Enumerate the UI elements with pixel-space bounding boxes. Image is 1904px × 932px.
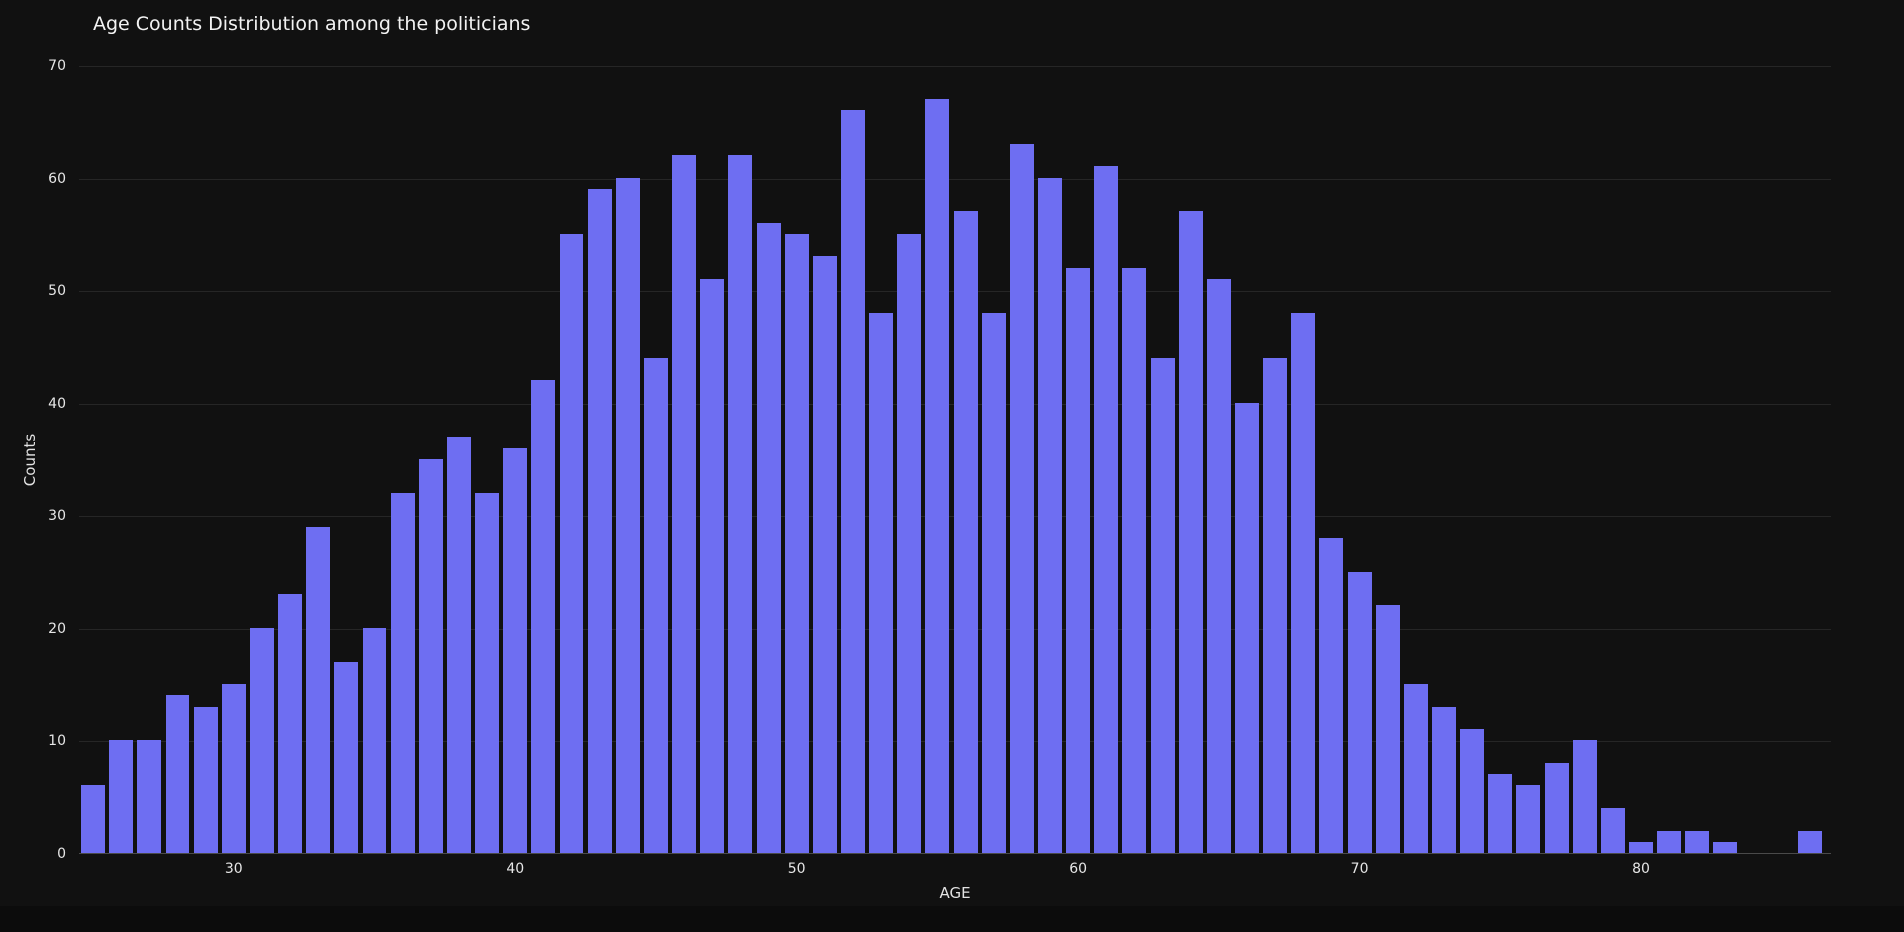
histogram-bar (1066, 267, 1091, 853)
histogram-bar (700, 278, 725, 853)
histogram-bar (897, 233, 922, 853)
histogram-bar (362, 627, 387, 853)
x-tick-label: 30 (224, 861, 243, 877)
histogram-bar (221, 684, 246, 853)
x-tick-label: 50 (787, 861, 806, 877)
histogram-bar (1009, 143, 1034, 853)
histogram-bar (165, 695, 190, 853)
histogram-bar (1319, 537, 1344, 853)
plot-area (79, 66, 1831, 854)
histogram-bar (1685, 830, 1710, 853)
histogram-bar (981, 312, 1006, 853)
histogram-bar (446, 436, 471, 853)
y-tick-label: 30 (48, 508, 66, 525)
histogram-bar (1403, 684, 1428, 853)
histogram-bar (587, 188, 612, 853)
histogram-bar (1291, 312, 1316, 853)
y-tick-label: 0 (57, 846, 66, 862)
x-tick-label: 80 (1632, 861, 1650, 877)
histogram-bar (249, 627, 274, 853)
x-tick-label: 40 (506, 861, 525, 877)
histogram-bar (1178, 211, 1203, 853)
histogram-bar (1094, 166, 1119, 853)
histogram-bar (1516, 785, 1541, 853)
y-tick-label: 40 (48, 395, 66, 412)
histogram-bar (812, 256, 837, 853)
y-axis-label: Counts (21, 433, 39, 487)
histogram-bar (1797, 830, 1822, 853)
histogram-bar (1263, 357, 1288, 853)
histogram-bar (1460, 729, 1485, 853)
histogram-bar (1488, 774, 1513, 853)
histogram-bar (1544, 762, 1569, 853)
histogram-bar (278, 594, 303, 853)
histogram-bar (81, 785, 106, 853)
gridline (79, 66, 1831, 67)
histogram-bar (1629, 841, 1653, 853)
histogram-bar (869, 312, 894, 853)
gridline (79, 178, 1831, 180)
histogram-bar (306, 526, 331, 853)
histogram-bar (1657, 830, 1682, 853)
histogram-bar (390, 492, 415, 853)
histogram-bar (418, 459, 443, 853)
histogram-bar (728, 155, 753, 853)
histogram-bar (1432, 706, 1456, 853)
histogram-bar (531, 380, 556, 853)
histogram-bar (475, 492, 500, 853)
histogram-bar (784, 233, 809, 853)
histogram-bar (109, 740, 134, 853)
histogram-bar (503, 447, 528, 853)
histogram-bar (1206, 278, 1231, 853)
histogram-bar (925, 98, 950, 853)
histogram-bar (334, 661, 359, 853)
y-tick-label: 50 (48, 283, 66, 300)
y-tick-label: 70 (48, 58, 66, 74)
histogram-bar (1375, 605, 1400, 853)
histogram-bar (193, 706, 218, 853)
histogram-bar (841, 110, 865, 853)
chart-container: Age Counts Distribution among the politi… (21, 13, 1831, 902)
histogram-bar (1347, 571, 1372, 853)
y-tick-label: 10 (48, 733, 66, 750)
y-tick-label: 60 (48, 170, 66, 187)
histogram-bar (1713, 841, 1738, 853)
x-tick-label: 60 (1069, 861, 1088, 877)
histogram-bar (644, 357, 668, 853)
histogram-bar (1235, 402, 1259, 853)
histogram-bar (1150, 357, 1175, 853)
histogram-bar (1122, 267, 1147, 853)
histogram-bar (1038, 177, 1062, 853)
chart-title: Age Counts Distribution among the politi… (93, 13, 531, 35)
histogram-bar (756, 222, 781, 853)
histogram-bar (137, 740, 162, 853)
histogram-bar (672, 155, 697, 853)
x-tick-label: 70 (1350, 861, 1369, 877)
histogram-bar (1600, 807, 1625, 853)
x-axis-label: AGE (939, 884, 971, 902)
histogram-bar (615, 177, 640, 853)
y-tick-label: 20 (48, 620, 66, 637)
bottom-strip (0, 906, 1904, 932)
histogram-bar (1572, 740, 1597, 853)
histogram-bar (953, 211, 978, 853)
histogram-bar (559, 233, 584, 853)
